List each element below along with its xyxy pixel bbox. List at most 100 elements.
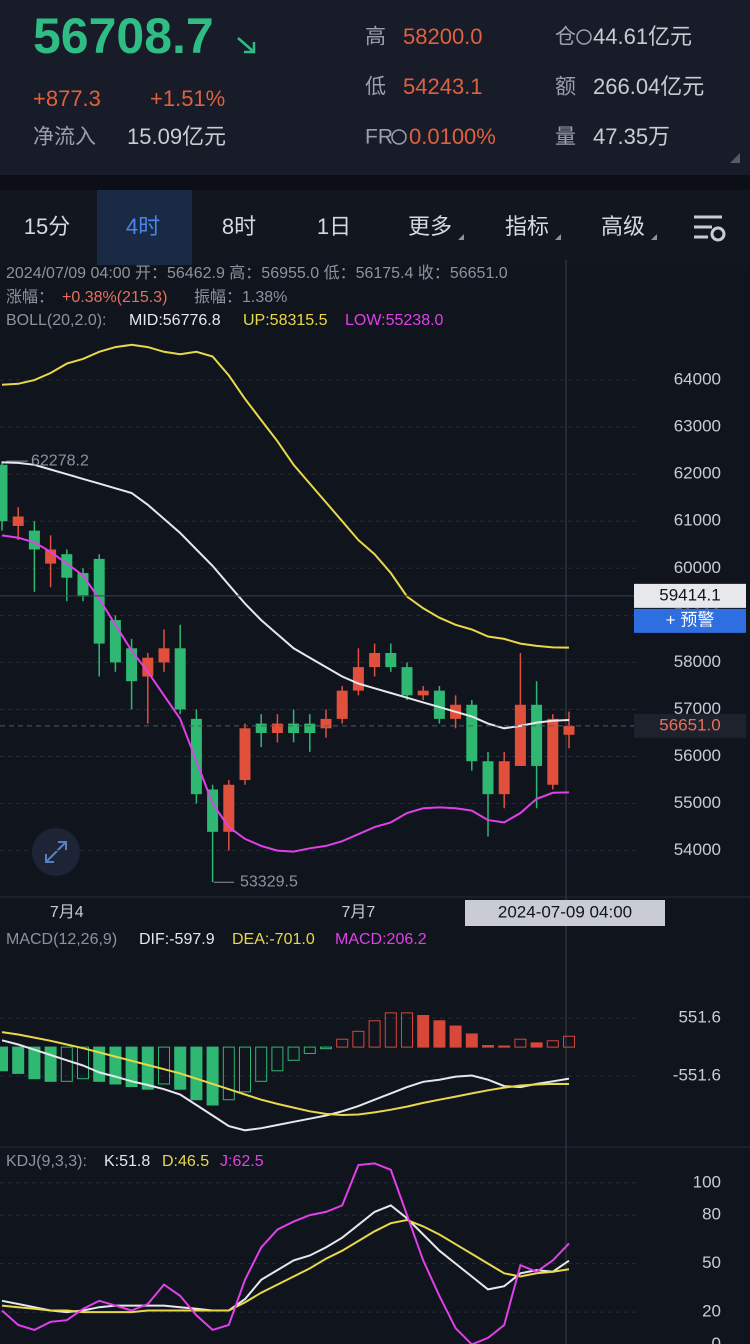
macd-bar (206, 1046, 219, 1106)
y-tick-label: 20 (702, 1302, 721, 1321)
net-inflow-label: 净流入 (33, 126, 96, 149)
corner-icon (730, 153, 740, 163)
tab[interactable]: 指标 (505, 214, 549, 239)
candle-body (207, 789, 219, 832)
macd-bar (287, 1046, 300, 1061)
tab[interactable]: 1日 (317, 214, 351, 239)
tab[interactable]: 15分 (24, 214, 70, 239)
candle-body (61, 554, 73, 578)
tab-caret (555, 234, 561, 240)
cross-time-box (465, 900, 665, 926)
info-amplitude: 振幅：1.38% (194, 288, 287, 306)
candle-body (336, 690, 348, 719)
settings-icon[interactable] (694, 215, 726, 242)
candle-body (0, 464, 8, 522)
macd-bar (239, 1046, 251, 1093)
y-tick-label: 57000 (674, 699, 721, 718)
tab[interactable]: 高级 (601, 214, 645, 239)
tab-selected-bg (97, 190, 192, 265)
net-inflow: 15.09亿元 (127, 124, 226, 149)
candle-body (126, 648, 138, 682)
boll-low: LOW:55238.0 (345, 312, 444, 329)
macd-bar (563, 1035, 575, 1048)
candle-body (498, 761, 510, 795)
x-tick-label: 7月4 (50, 904, 84, 921)
min-label: 53329.5 (240, 873, 298, 890)
macd-title: MACD(12,26,9) (6, 931, 117, 948)
macd-bar (0, 1046, 8, 1072)
price: 56708.7 (33, 8, 214, 64)
tab[interactable]: 更多 (408, 214, 452, 239)
k-line (1, 1204, 570, 1314)
boll-up-line (1, 343, 570, 649)
macd-bar (255, 1046, 268, 1082)
macd-bar (174, 1046, 187, 1090)
boll-mid: MID:56776.8 (129, 312, 221, 329)
kdj-d: D:46.5 (162, 1153, 209, 1170)
tab-caret (458, 234, 464, 240)
kdj-k: K:51.8 (104, 1153, 150, 1170)
low-label: 低 (365, 76, 386, 99)
info-line: 2024/07/09 04:00 开：56462.9 高：56955.0 低：5… (6, 264, 508, 282)
candle-body (158, 648, 170, 663)
dif-line (1, 1039, 570, 1132)
macd-bar (482, 1045, 494, 1048)
volume: 47.35万 (593, 124, 670, 149)
candle-body (28, 530, 40, 550)
volume-label: 量 (555, 126, 576, 149)
expand-icon (45, 841, 67, 863)
macd-bar (125, 1046, 138, 1088)
candle-body (142, 657, 154, 677)
help-icon[interactable] (391, 129, 407, 145)
cross-time: 2024-07-09 04:00 (498, 902, 632, 921)
macd-bar (449, 1025, 462, 1048)
last-price-box (634, 713, 746, 738)
macd-bar (77, 1046, 89, 1080)
macd-dif: DIF:-597.9 (139, 931, 215, 948)
candle-body (417, 690, 429, 696)
alert-button-bg[interactable] (634, 608, 746, 633)
kdj-title: KDJ(9,3,3): (6, 1153, 87, 1170)
boll-label: BOLL(20,2.0): (6, 312, 107, 329)
candle-body (109, 620, 121, 663)
info-label: 涨幅： (6, 288, 54, 306)
tab[interactable]: 4时 (126, 214, 160, 239)
y-tick-label: -551.6 (673, 1066, 721, 1085)
help-icon[interactable] (576, 29, 592, 45)
macd-bar (28, 1046, 41, 1080)
cross-price-box (634, 583, 746, 608)
candle-body (223, 784, 235, 832)
high-label: 高 (365, 26, 386, 49)
y-tick-label: 50 (702, 1253, 721, 1272)
change: +877.3 (33, 86, 101, 111)
amount-label: 额 (555, 76, 576, 99)
candle-body (304, 723, 316, 733)
change-pct: +1.51% (150, 86, 225, 111)
y-tick-label: 55000 (674, 793, 721, 812)
x-tick-label: 7月7 (341, 904, 375, 921)
macd-bar (44, 1046, 57, 1082)
y-tick-label: 63000 (674, 417, 721, 436)
macd-bar (109, 1046, 122, 1085)
oi: 44.61亿元 (593, 24, 692, 49)
macd-bar (433, 1020, 446, 1048)
candle-body (563, 725, 575, 735)
macd-bar (320, 1046, 332, 1050)
tab[interactable]: 8时 (222, 214, 256, 239)
y-tick-label: 0 (712, 1334, 721, 1344)
fr: 0.0100% (409, 124, 496, 149)
macd-bar (368, 1020, 381, 1048)
header-bg (0, 0, 750, 175)
candle-body (401, 667, 413, 696)
macd-bar (546, 1040, 559, 1048)
macd-bar (93, 1046, 106, 1082)
macd-bar (303, 1046, 316, 1054)
low: 54243.1 (403, 74, 483, 99)
macd-bar (514, 1038, 527, 1048)
y-tick-label: 58000 (674, 652, 721, 671)
candle-body (433, 690, 445, 719)
y-tick-label: 100 (693, 1172, 721, 1191)
boll-mid-line (1, 461, 570, 730)
alert-button[interactable]: + 预警 (666, 610, 715, 629)
